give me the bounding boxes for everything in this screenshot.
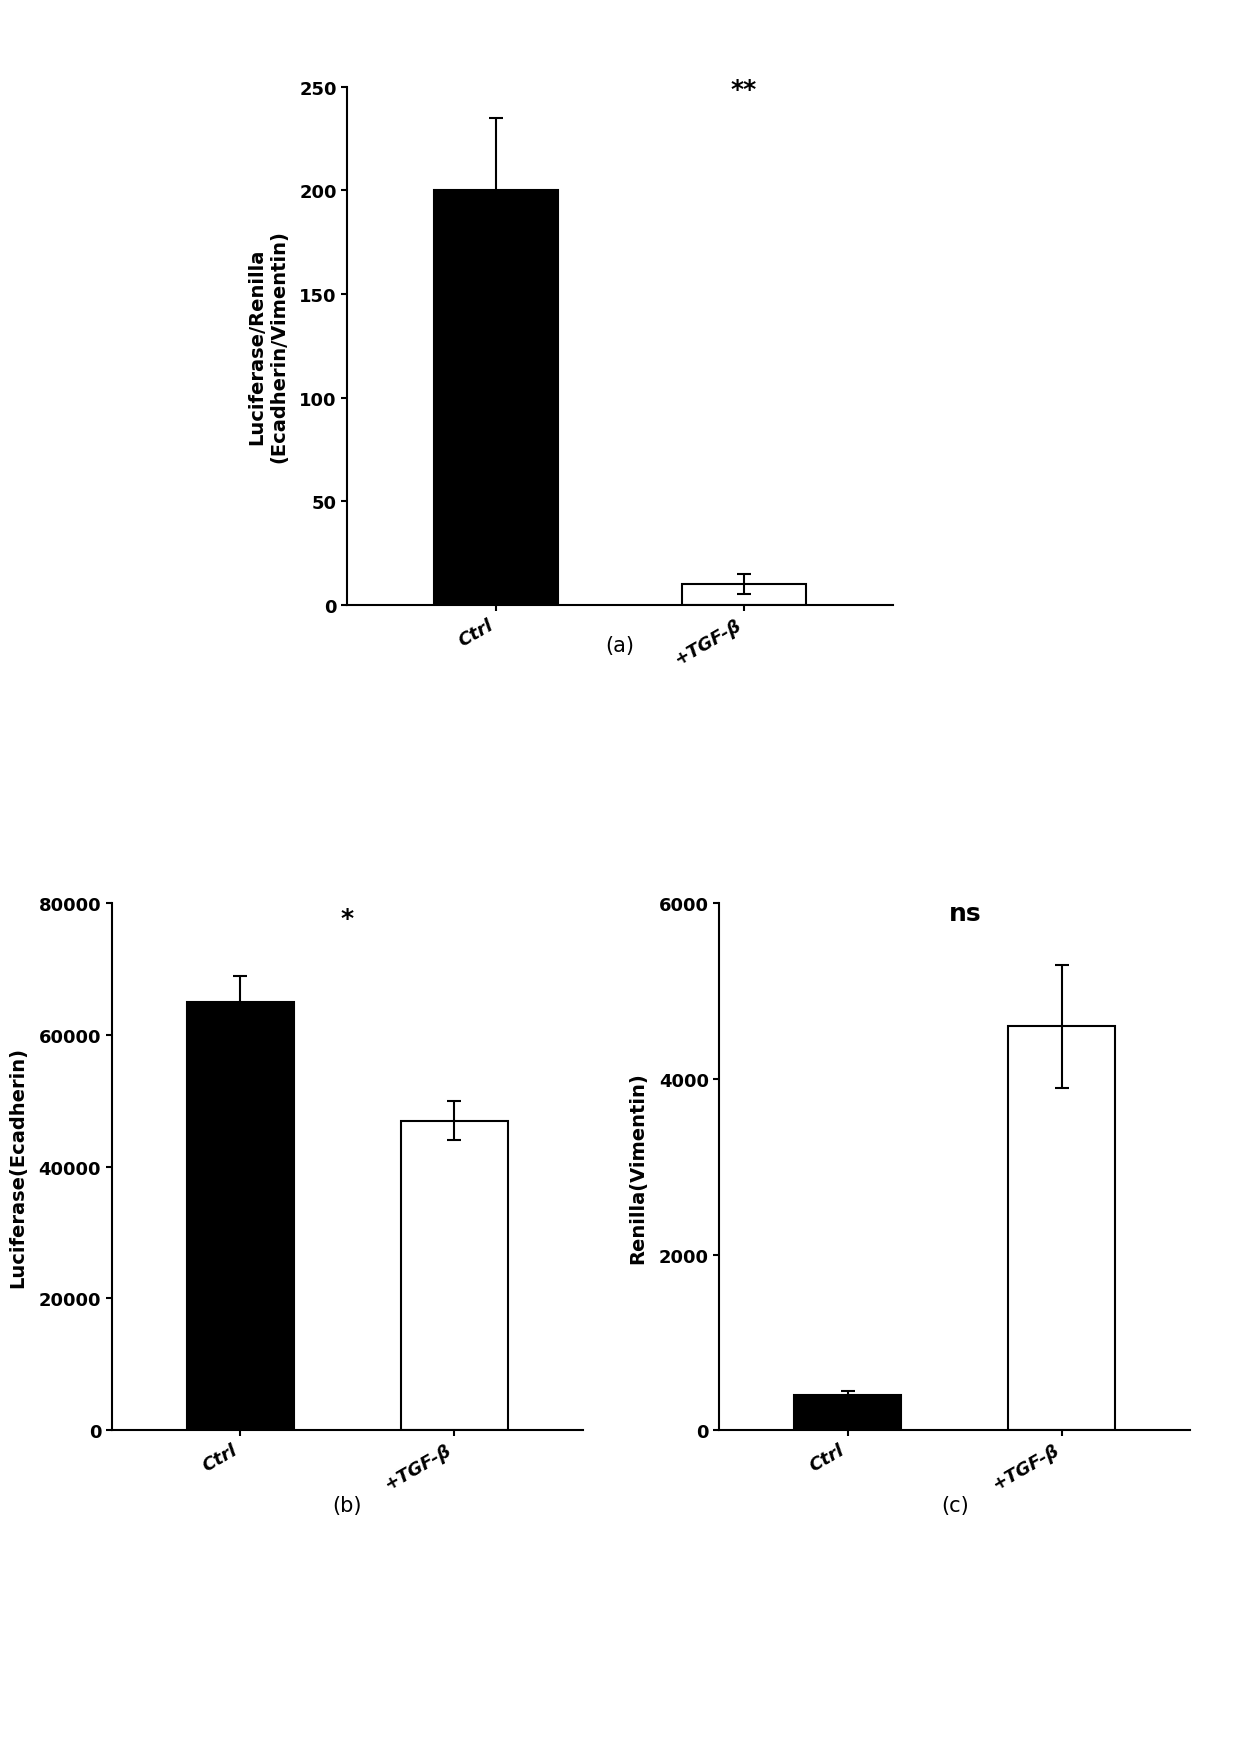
Text: (a): (a) bbox=[605, 635, 635, 655]
Bar bbox=[401, 1121, 508, 1430]
Text: *: * bbox=[341, 906, 353, 930]
Y-axis label: Luciferase/Renilla
(Ecadherin/Vimentin): Luciferase/Renilla (Ecadherin/Vimentin) bbox=[247, 230, 288, 463]
Text: (c): (c) bbox=[941, 1495, 968, 1515]
Bar bbox=[794, 1395, 901, 1430]
Bar bbox=[434, 191, 558, 605]
Text: ns: ns bbox=[949, 902, 982, 927]
Bar bbox=[682, 584, 806, 605]
Text: **: ** bbox=[730, 79, 758, 102]
Y-axis label: Renilla(Vimentin): Renilla(Vimentin) bbox=[629, 1071, 647, 1264]
Y-axis label: Luciferase(Ecadherin): Luciferase(Ecadherin) bbox=[9, 1046, 27, 1288]
Text: (b): (b) bbox=[332, 1495, 362, 1515]
Bar bbox=[1008, 1027, 1116, 1430]
Bar bbox=[186, 1002, 294, 1430]
